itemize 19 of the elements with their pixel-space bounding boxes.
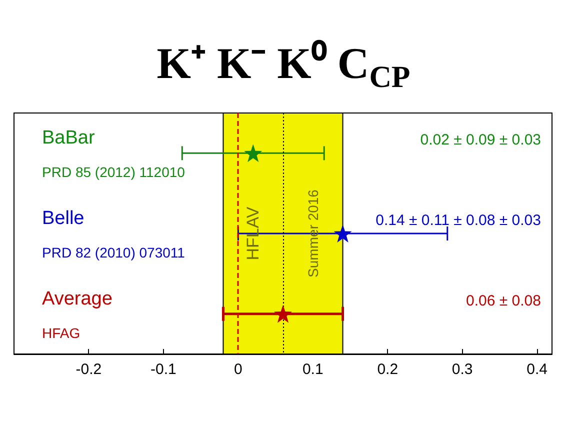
text: BaBar — [42, 128, 96, 149]
x-tick-label: 0.3 — [452, 361, 473, 378]
band-label: HFLAV — [244, 206, 263, 260]
annotation: 0.06 ± 0.08 — [466, 292, 541, 310]
annotation: HFAG — [42, 324, 80, 341]
x-tick-label: 0 — [234, 361, 242, 378]
text: Average — [42, 288, 112, 310]
chart-title: K⁺ K⁻ K⁰ C$_{CP}$ — [156, 38, 412, 94]
x-tick-label: 0.1 — [302, 361, 324, 378]
x-tick-label: -0.1 — [150, 361, 176, 378]
ref-line-label: Summer 2016 — [305, 189, 321, 278]
x-tick-label: 0.4 — [526, 361, 548, 378]
annotation: PRD 85 (2012) 112010 — [42, 164, 186, 180]
annotation: PRD 82 (2010) 073011 — [42, 244, 186, 260]
annotation: 0.02 ± 0.09 ± 0.03 — [420, 132, 541, 149]
text: Belle — [42, 208, 84, 229]
x-tick-label: 0.2 — [377, 361, 398, 378]
annotation: 0.14 ± 0.11 ± 0.08 ± 0.03 — [376, 212, 541, 229]
x-tick-label: -0.2 — [76, 361, 102, 378]
